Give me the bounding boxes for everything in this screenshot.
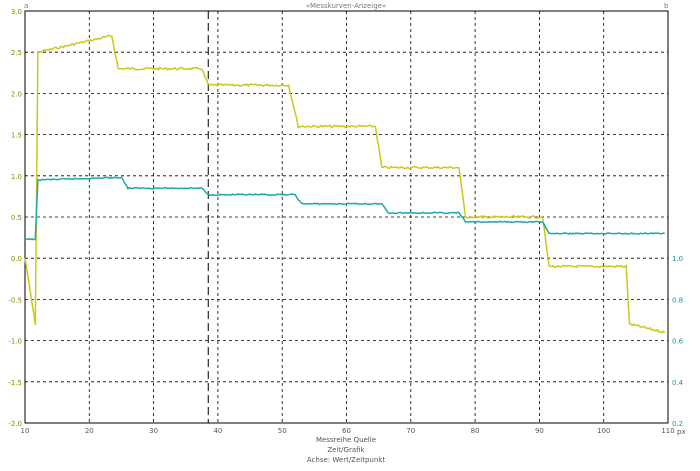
x-tick-label: 70	[406, 427, 415, 435]
x-tick-label: 10	[21, 427, 30, 435]
series-a-line	[24, 34, 666, 334]
footer-line-2: Zeit/Grafik	[327, 446, 365, 454]
y-left-tick-label: -0.5	[8, 296, 22, 304]
chart-title: »Messkurven-Anzeige«	[306, 2, 387, 10]
footer-line-1: Messreihe Quelle	[316, 436, 376, 444]
channel-b-marker: b	[664, 2, 669, 10]
y-left-tick-label: 2.0	[11, 90, 22, 98]
y-right-tick-label: 0.2	[672, 420, 683, 428]
x-tick-label: 50	[278, 427, 287, 435]
footer-line-3: Achse: Wert/Zeitpunkt	[307, 456, 385, 464]
y-left-tick-label: 0.0	[11, 255, 22, 263]
x-tick-label: 90	[535, 427, 544, 435]
y-right-tick-label: 0.8	[672, 296, 683, 304]
left-axis-ticks: 3.0 2.5 2.0 1.5 1.0 0.5 0.0 -0.5 -1.0 -1.5 -2.0	[8, 8, 22, 428]
x-tick-label: 110	[661, 427, 674, 435]
y-left-tick-label: -1.5	[8, 379, 22, 387]
y-left-tick-label: 2.5	[11, 49, 22, 57]
y-left-tick-label: 1.5	[11, 132, 22, 140]
x-tick-label: 30	[149, 427, 158, 435]
channel-a-marker: a	[24, 2, 28, 10]
x-tick-label: 40	[213, 427, 222, 435]
y-left-tick-label: 3.0	[11, 8, 22, 16]
y-left-tick-label: -2.0	[8, 420, 22, 428]
x-axis-unit: px	[677, 428, 686, 436]
y-left-tick-label: 0.5	[11, 214, 22, 222]
y-left-tick-label: 1.0	[11, 173, 22, 181]
x-axis-ticks: 10 20 30 40 50 60 70 80 90 100 110	[21, 427, 675, 435]
y-right-tick-label: 1.0	[672, 255, 683, 263]
x-tick-label: 80	[471, 427, 480, 435]
grid-lines	[25, 11, 668, 423]
series-group	[24, 34, 666, 334]
series-b-line	[24, 176, 665, 241]
x-tick-label: 60	[342, 427, 351, 435]
y-right-tick-label: 0.6	[672, 338, 684, 346]
x-tick-label: 100	[597, 427, 610, 435]
y-right-tick-label: 0.4	[672, 379, 684, 387]
x-tick-label: 20	[85, 427, 94, 435]
right-axis-ticks: 1.0 0.8 0.6 0.4 0.2	[672, 255, 684, 428]
y-left-tick-label: -1.0	[8, 338, 22, 346]
